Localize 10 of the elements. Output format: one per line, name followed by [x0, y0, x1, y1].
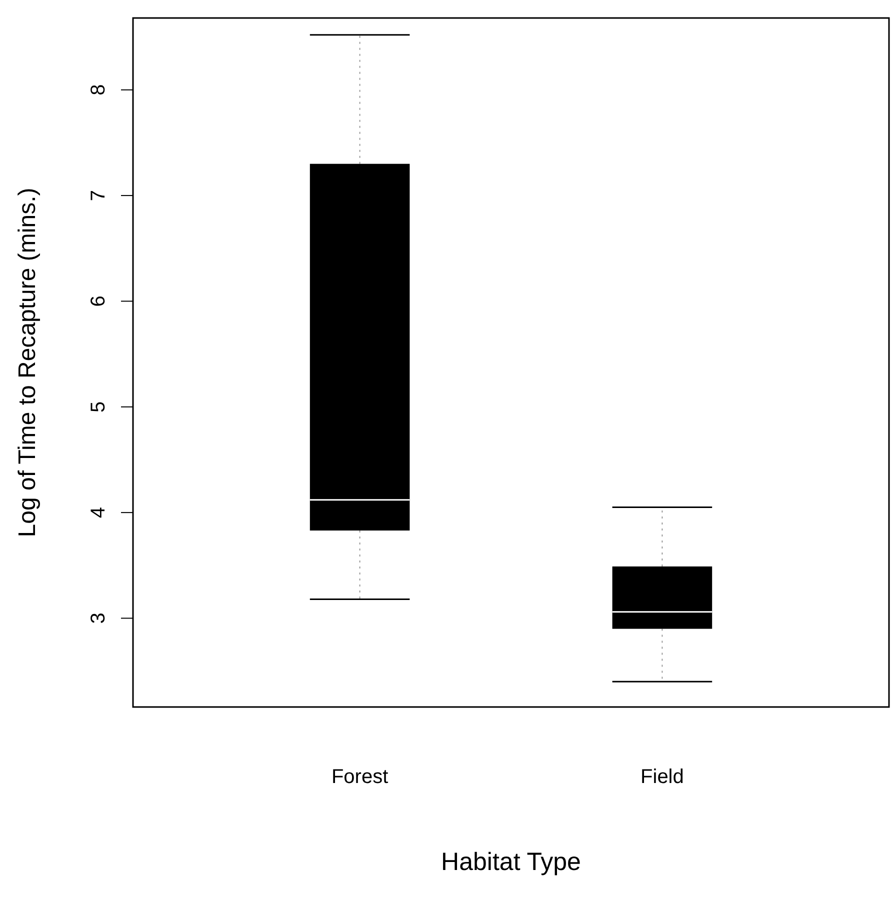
- x-tick-label: Forest: [331, 766, 389, 788]
- y-tick-label: 5: [87, 401, 110, 412]
- y-axis-title: Log of Time to Recapture (mins.): [14, 188, 41, 538]
- y-tick-label: 7: [87, 190, 110, 202]
- y-tick-label: 8: [87, 84, 110, 96]
- y-tick-label: 6: [87, 296, 110, 307]
- x-tick-label: Field: [640, 766, 684, 788]
- y-tick-label: 3: [87, 612, 110, 624]
- y-tick-label: 4: [87, 506, 110, 518]
- x-axis-title: Habitat Type: [441, 848, 581, 876]
